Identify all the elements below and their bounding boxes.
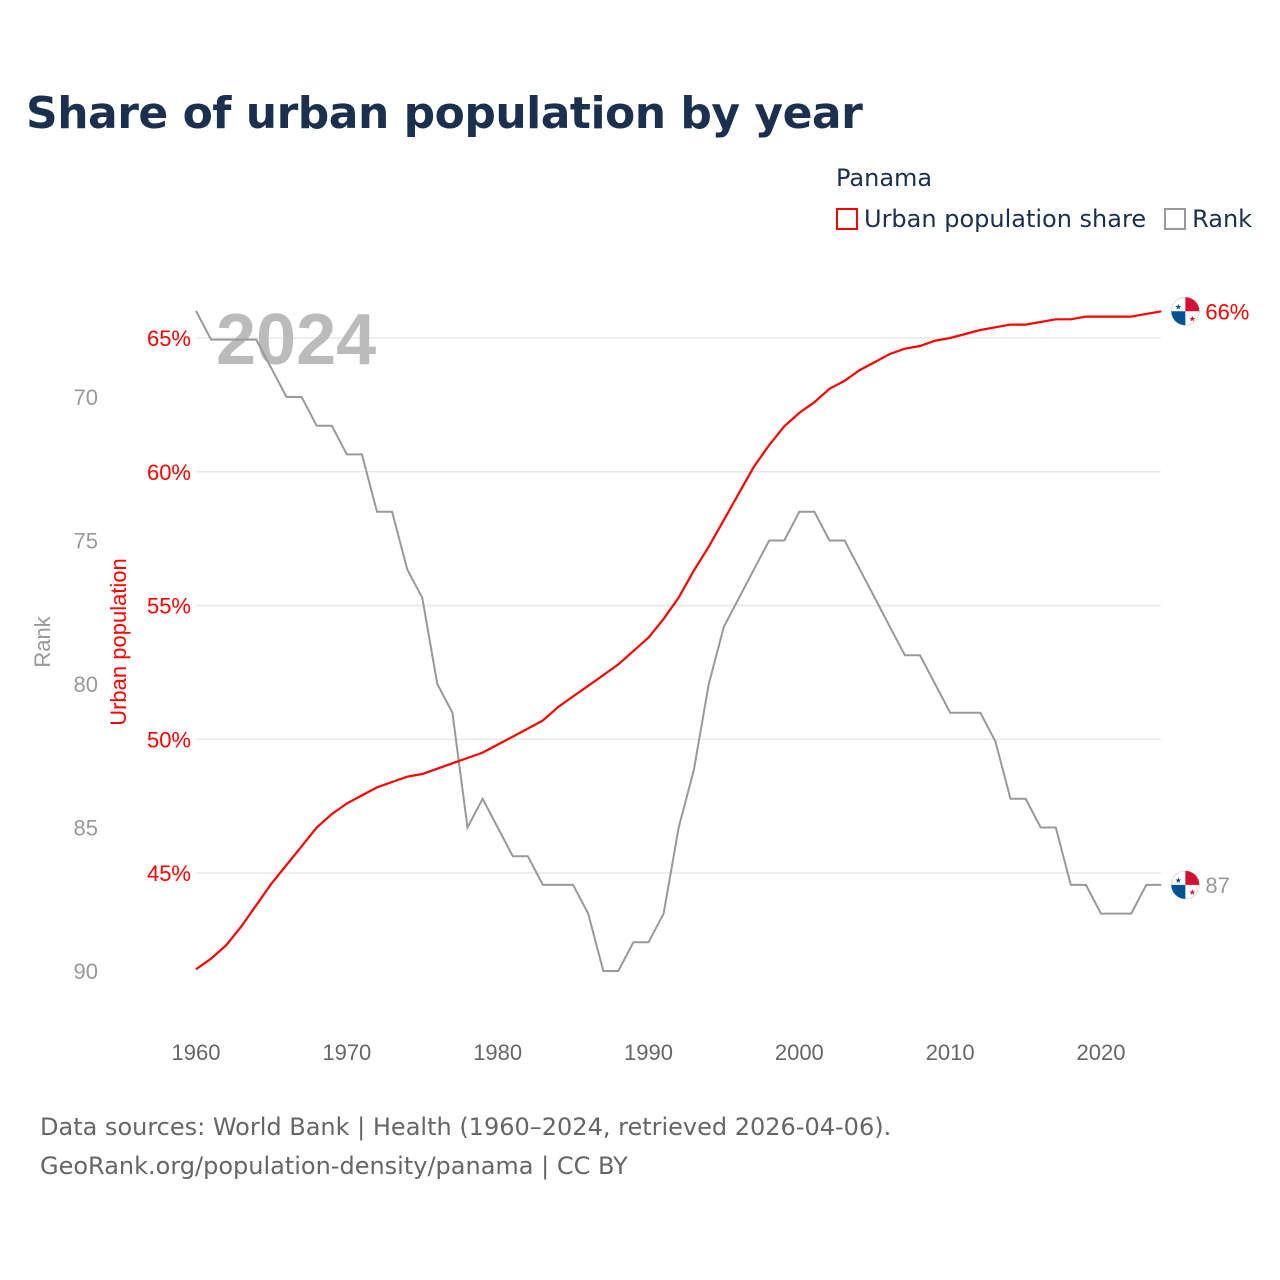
legend-swatch-urban: [836, 208, 858, 230]
svg-text:★: ★: [1189, 888, 1196, 897]
legend-item-rank[interactable]: Rank: [1164, 205, 1252, 233]
legend: Urban population share Rank: [836, 205, 1252, 233]
x-tick: 1990: [624, 1040, 673, 1065]
x-tick: 2000: [775, 1040, 824, 1065]
x-tick: 1970: [322, 1040, 371, 1065]
legend-label-urban: Urban population share: [864, 205, 1147, 233]
panama-flag-icon: ★★: [1170, 870, 1200, 900]
y-tick-left: 45%: [147, 861, 191, 886]
y-tick-rank: 80: [74, 672, 98, 697]
legend-label-rank: Rank: [1192, 205, 1253, 233]
y-axis-title-left: Urban population: [106, 558, 131, 726]
x-tick: 1980: [473, 1040, 522, 1065]
urban-end-label: 66%: [1205, 299, 1249, 324]
svg-text:★: ★: [1189, 314, 1196, 323]
legend-item-urban[interactable]: Urban population share: [836, 205, 1146, 233]
y-axis-title-rank: Rank: [30, 615, 55, 667]
y-tick-left: 55%: [147, 594, 191, 619]
source-line-1: Data sources: World Bank | Health (1960–…: [40, 1113, 892, 1141]
x-tick: 1960: [172, 1040, 221, 1065]
y-tick-left: 65%: [147, 326, 191, 351]
panama-flag-icon: ★★: [1170, 296, 1200, 326]
y-tick-left: 60%: [147, 460, 191, 485]
y-tick-rank: 90: [74, 959, 98, 984]
rank-end-label: 87: [1205, 873, 1229, 898]
source-line-2[interactable]: GeoRank.org/population-density/panama | …: [40, 1152, 628, 1180]
y-tick-rank: 75: [74, 529, 98, 554]
svg-text:★: ★: [1175, 302, 1182, 311]
y-tick-rank: 70: [74, 385, 98, 410]
x-tick: 2010: [926, 1040, 975, 1065]
y-tick-rank: 85: [74, 816, 98, 841]
legend-swatch-rank: [1164, 208, 1187, 230]
chart-title: Share of urban population by year: [26, 88, 863, 139]
y-tick-left: 50%: [147, 727, 191, 752]
x-tick: 2020: [1077, 1040, 1126, 1065]
source-note: Data sources: World Bank | Health (1960–…: [40, 1108, 891, 1186]
rank-line: [195, 310, 1162, 972]
urban-share-line: [195, 310, 1162, 971]
svg-text:★: ★: [1175, 876, 1182, 885]
legend-title: Panama: [836, 164, 933, 192]
